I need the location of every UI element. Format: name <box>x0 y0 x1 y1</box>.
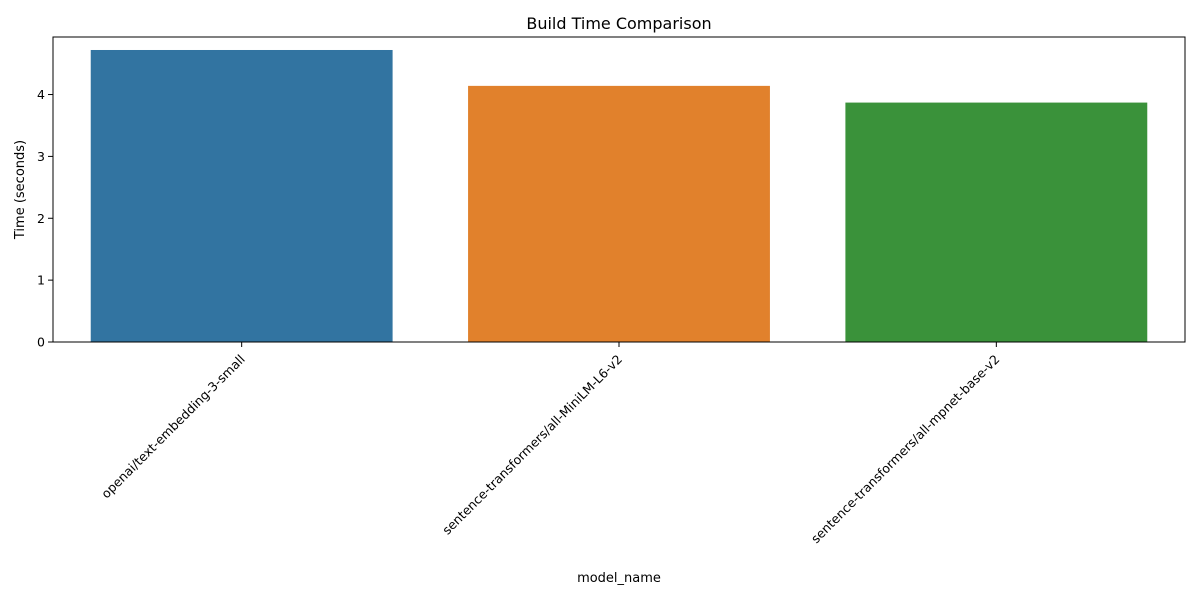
plot-frame <box>52 36 1186 343</box>
x-tick-label: sentence-transformers/all-mpnet-base-v2 <box>808 352 1003 547</box>
y-tick-label: 2 <box>37 211 45 226</box>
chart-title: Build Time Comparison <box>526 14 711 33</box>
bars <box>90 49 1148 343</box>
bar <box>90 49 393 343</box>
y-axis-label: Time (seconds) <box>13 140 28 240</box>
y-axis: 0 1 2 3 4 <box>37 87 53 350</box>
y-tick-label: 4 <box>37 87 45 102</box>
bar <box>845 102 1148 342</box>
y-tick-label: 1 <box>37 273 45 288</box>
y-tick-label: 3 <box>37 149 45 164</box>
x-axis: openai/text-embedding-3-small sentence-tr… <box>98 342 1002 546</box>
bar <box>468 85 770 342</box>
y-tick-label: 0 <box>37 335 45 350</box>
x-tick-label: sentence-transformers/all-MiniLM-L6-v2 <box>439 352 625 538</box>
x-tick-label: openai/text-embedding-3-small <box>98 352 248 502</box>
x-axis-label: model_name <box>577 571 661 586</box>
